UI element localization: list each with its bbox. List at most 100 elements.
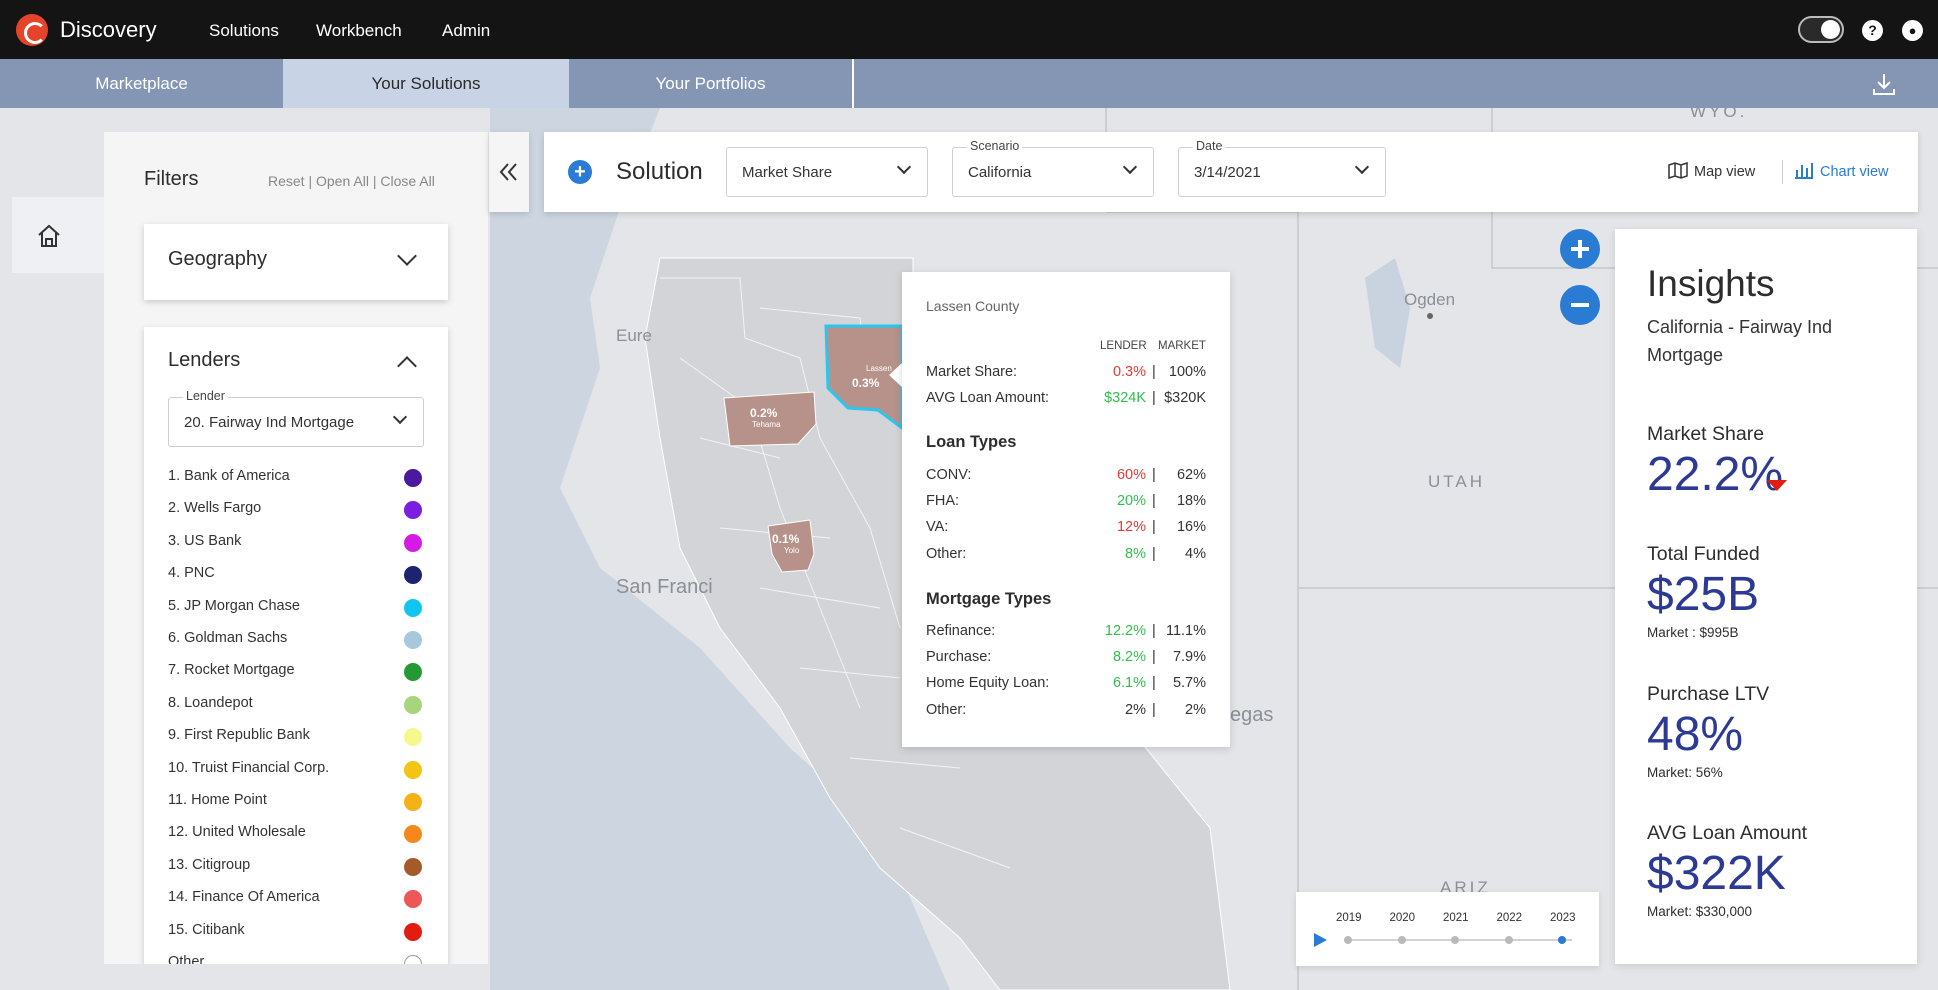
tooltip-pointer xyxy=(889,362,903,388)
region-lassen-value: 0.3% xyxy=(852,376,880,390)
tab-bar: Marketplace Your Solutions Your Portfoli… xyxy=(0,59,1938,108)
zoom-out-button[interactable] xyxy=(1560,285,1600,325)
lender-color-swatch[interactable] xyxy=(404,598,422,617)
tooltip-row-label: Refinance: xyxy=(926,623,996,639)
timeline-year-dot[interactable] xyxy=(1451,936,1459,944)
insights-title: Insights xyxy=(1647,263,1775,304)
lender-color-swatch[interactable] xyxy=(404,566,422,585)
lender-color-swatch[interactable] xyxy=(404,793,422,811)
map-label-ogden: Ogden xyxy=(1404,290,1456,309)
lender-item[interactable]: 14. Finance Of America xyxy=(168,889,320,906)
tooltip-row-lender-value: 8% xyxy=(1125,545,1146,562)
nav-solutions[interactable]: Solutions xyxy=(209,21,279,40)
account-icon[interactable]: ● xyxy=(1902,20,1923,41)
download-icon[interactable] xyxy=(1871,71,1897,97)
date-label: Date xyxy=(1193,139,1226,153)
lender-color-swatch[interactable] xyxy=(404,760,422,779)
date-select[interactable]: Date 3/14/2021 xyxy=(1178,139,1386,197)
timeline-year-dot[interactable] xyxy=(1558,936,1566,944)
close-all-link[interactable]: Close All xyxy=(380,173,435,189)
play-icon[interactable] xyxy=(1312,932,1328,948)
lender-select[interactable]: Lender 20. Fairway Ind Mortgage xyxy=(168,389,424,447)
purchase-ltv-label: Purchase LTV xyxy=(1647,683,1770,705)
tooltip-row-divider: | xyxy=(1152,364,1156,380)
chevron-up-icon[interactable] xyxy=(397,356,417,376)
lender-color-swatch[interactable] xyxy=(404,631,422,649)
metric-select[interactable]: Market Share xyxy=(726,147,928,197)
tab-marketplace[interactable]: Marketplace xyxy=(95,74,188,93)
reset-link[interactable]: Reset xyxy=(268,173,305,189)
lender-color-swatch[interactable] xyxy=(404,469,422,487)
geography-filter[interactable]: Geography xyxy=(144,224,448,300)
tooltip-row-lender-value: 12.2% xyxy=(1104,623,1146,639)
help-icon[interactable]: ? xyxy=(1862,20,1883,41)
lender-color-swatch[interactable] xyxy=(404,695,422,714)
scenario-label: Scenario xyxy=(967,139,1023,153)
lender-item[interactable]: 7. Rocket Mortgage xyxy=(168,662,295,679)
chart-view-label: Chart view xyxy=(1820,164,1889,180)
add-solution-icon[interactable]: + xyxy=(568,160,592,184)
lender-item[interactable]: 4. PNC xyxy=(168,565,215,582)
chevron-down-icon xyxy=(1122,159,1138,175)
lender-color-swatch[interactable] xyxy=(404,857,422,876)
home-button[interactable] xyxy=(12,197,104,273)
tab-divider xyxy=(852,59,854,108)
lender-item[interactable]: 10. Truist Financial Corp. xyxy=(168,759,330,776)
timeline-year-dot[interactable] xyxy=(1344,936,1352,944)
chevron-down-icon[interactable] xyxy=(397,246,417,266)
lender-color-swatch[interactable] xyxy=(404,533,422,552)
lender-item[interactable]: 8. Loandepot xyxy=(168,694,253,711)
lender-item[interactable]: 5. JP Morgan Chase xyxy=(168,597,300,614)
timeline-year-label[interactable]: 2020 xyxy=(1389,912,1416,924)
map-view-button[interactable]: Map view xyxy=(1668,161,1755,180)
mortgage-types-title: Mortgage Types xyxy=(926,590,1052,608)
collapse-panel-button[interactable] xyxy=(489,132,529,212)
solution-toolbar: + Solution Market Share Scenario Califor… xyxy=(544,132,1918,212)
dark-mode-toggle[interactable] xyxy=(1798,16,1844,43)
timeline-track[interactable] xyxy=(1348,939,1572,941)
lender-color-swatch[interactable] xyxy=(404,663,422,682)
tooltip-row-divider: | xyxy=(1152,390,1156,406)
lender-item[interactable]: 6. Goldman Sachs xyxy=(168,630,288,646)
zoom-in-button[interactable] xyxy=(1560,229,1600,269)
market-share-value: 22.2% xyxy=(1647,448,1784,501)
nav-workbench[interactable]: Workbench xyxy=(316,21,402,40)
timeline-year-dot[interactable] xyxy=(1397,936,1406,944)
lender-color-swatch[interactable] xyxy=(404,922,422,941)
tooltip-row-lender-value: 0.3% xyxy=(1112,364,1146,380)
home-icon xyxy=(38,224,60,247)
insights-subtitle-line1: California - Fairway Ind xyxy=(1647,317,1833,337)
scenario-select[interactable]: Scenario California xyxy=(952,139,1154,197)
nav-admin[interactable]: Admin xyxy=(442,21,491,40)
tooltip-row-lender-value: $324K xyxy=(1104,390,1146,406)
lender-item[interactable]: 3. US Bank xyxy=(168,532,242,549)
lender-item[interactable]: 2. Wells Fargo xyxy=(168,500,262,517)
tab-your-solutions[interactable]: Your Solutions xyxy=(283,59,569,108)
lender-item[interactable]: Other xyxy=(168,954,205,964)
map-label-san-francisco: San Franci xyxy=(616,576,713,598)
lender-color-swatch[interactable] xyxy=(404,728,422,747)
tooltip-row-label: CONV: xyxy=(926,467,972,483)
chevron-down-icon xyxy=(392,409,408,425)
solution-title: Solution xyxy=(616,158,703,185)
open-all-link[interactable]: Open All xyxy=(316,173,369,189)
date-value: 3/14/2021 xyxy=(1194,164,1261,181)
timeline-year-dot[interactable] xyxy=(1504,936,1513,944)
tooltip-row-market-value: 62% xyxy=(1176,467,1206,483)
timeline-year-label[interactable]: 2022 xyxy=(1496,912,1523,924)
chart-view-button[interactable]: Chart view xyxy=(1794,162,1889,180)
timeline-year-label[interactable]: 2023 xyxy=(1550,912,1576,924)
lender-color-swatch[interactable] xyxy=(404,501,422,520)
timeline-year-label[interactable]: 2021 xyxy=(1443,912,1469,924)
lender-color-swatch[interactable] xyxy=(404,890,422,909)
trend-down-icon xyxy=(1767,480,1787,491)
lender-item[interactable]: 11. Home Point xyxy=(168,792,267,808)
timeline-year-label[interactable]: 2019 xyxy=(1336,912,1362,924)
lender-item[interactable]: 15. Citibank xyxy=(168,921,245,938)
lender-item[interactable]: 12. United Wholesale xyxy=(168,824,306,841)
lender-item[interactable]: 9. First Republic Bank xyxy=(168,727,310,744)
lender-item[interactable]: 1. Bank of America xyxy=(168,468,290,484)
lender-color-swatch[interactable] xyxy=(404,825,422,844)
lender-item[interactable]: 13. Citigroup xyxy=(168,856,251,873)
tab-your-portfolios[interactable]: Your Portfolios xyxy=(655,74,766,93)
